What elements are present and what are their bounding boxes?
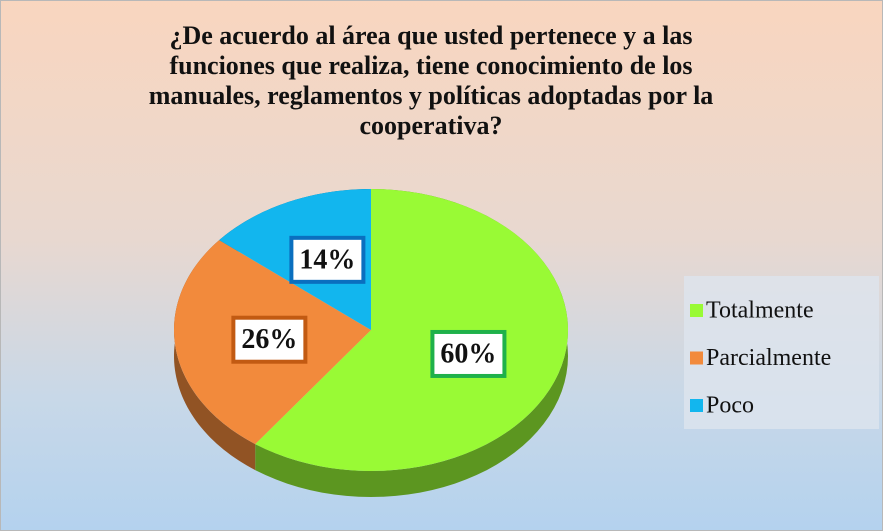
legend-label: Totalmente — [706, 298, 814, 324]
legend-swatch — [690, 304, 703, 317]
slice-side — [255, 189, 568, 497]
data-label: 26% — [241, 324, 297, 355]
data-label-box — [289, 235, 366, 284]
slice — [255, 189, 568, 471]
data-label: 14% — [299, 244, 355, 275]
legend-swatch — [690, 399, 703, 412]
legend-label: Parcialmente — [706, 345, 831, 371]
slice-side — [174, 240, 256, 471]
legend-swatch — [690, 351, 703, 365]
data-label-box — [231, 315, 308, 364]
chart-title: ¿De acuerdo al área que usted pertenece … — [148, 21, 714, 140]
legend-box — [684, 276, 879, 429]
legend-label: Poco — [706, 393, 754, 419]
data-label-box — [430, 329, 507, 378]
data-label: 60% — [440, 338, 496, 369]
